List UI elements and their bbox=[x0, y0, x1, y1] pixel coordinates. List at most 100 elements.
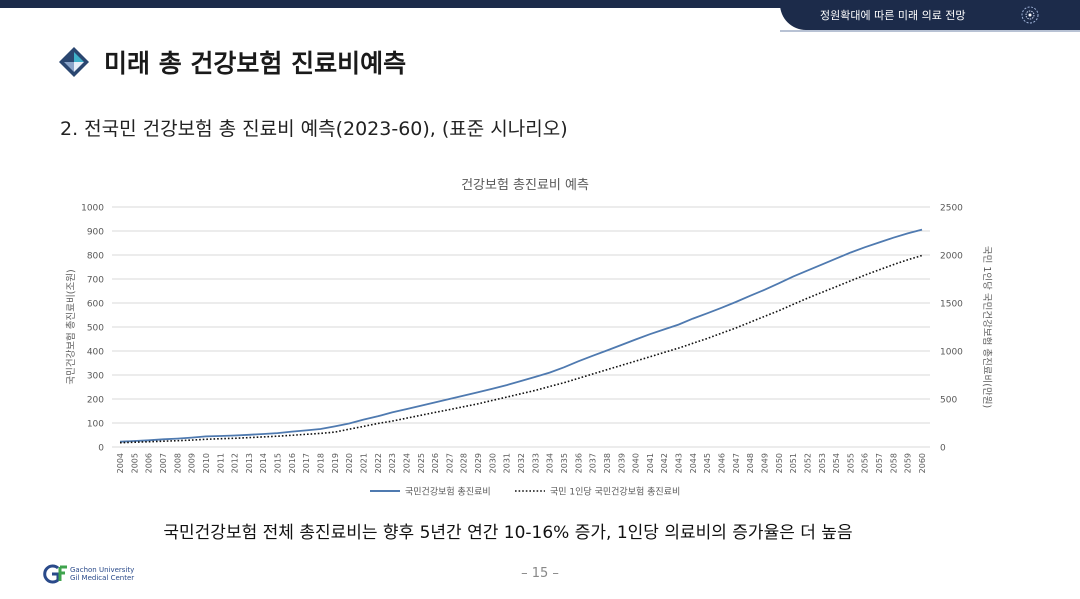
chart-legend: 국민건강보험 총진료비 국민 1인당 국민건강보험 총진료비 bbox=[370, 487, 680, 498]
x-tick-label: 2027 bbox=[445, 453, 454, 473]
left-tick-label: 700 bbox=[87, 276, 104, 286]
x-tick-label: 2011 bbox=[216, 453, 225, 473]
footer-note: 국민건강보험 전체 총진료비는 향후 5년간 연간 10-16% 증가, 1인당… bbox=[163, 523, 853, 543]
x-tick-label: 2046 bbox=[718, 453, 727, 473]
x-tick-label: 2043 bbox=[675, 453, 684, 473]
left-tick-label: 100 bbox=[87, 420, 104, 430]
left-tick-label: 800 bbox=[87, 252, 104, 262]
left-axis-label: 국민건강보험 총진료비(조원) bbox=[66, 269, 77, 384]
x-tick-label: 2006 bbox=[145, 453, 154, 473]
x-tick-label: 2048 bbox=[746, 453, 755, 473]
x-tick-label: 2015 bbox=[274, 453, 283, 473]
right-axis-label: 국민 1인당 국민건강보험 총진료비(만원) bbox=[981, 246, 992, 408]
series-line-per-capita bbox=[119, 254, 923, 444]
left-tick-label: 0 bbox=[98, 444, 104, 454]
x-tick-label: 2034 bbox=[546, 453, 555, 473]
x-tick-label: 2020 bbox=[345, 453, 354, 473]
x-tick-label: 2025 bbox=[417, 453, 426, 473]
legend-label-total: 국민건강보험 총진료비 bbox=[405, 487, 491, 498]
x-tick-label: 2044 bbox=[689, 453, 698, 473]
x-tick-label: 2041 bbox=[646, 453, 655, 473]
right-tick-label: 2500 bbox=[940, 204, 963, 214]
right-tick-label: 0 bbox=[940, 444, 946, 454]
x-tick-label: 2019 bbox=[331, 453, 340, 473]
page-number: – 15 – bbox=[521, 566, 559, 581]
x-tick-label: 2045 bbox=[703, 453, 712, 473]
x-tick-label: 2047 bbox=[732, 453, 741, 473]
x-tick-label: 2060 bbox=[918, 453, 927, 473]
x-tick-label: 2018 bbox=[317, 453, 326, 473]
header-tab: 정원확대에 따른 미래 의료 전망 bbox=[780, 0, 1080, 30]
health-insurance-chart: 건강보험 총진료비 예측 0 100 200 300 400 500 600 700 800 90… bbox=[66, 178, 992, 498]
x-tick-label: 2049 bbox=[760, 453, 769, 473]
x-tick-label: 2014 bbox=[259, 453, 268, 473]
x-tick-label: 2013 bbox=[245, 453, 254, 473]
chart-title: 건강보험 총진료비 예측 bbox=[461, 178, 589, 193]
left-tick-label: 1000 bbox=[81, 204, 104, 214]
chart-grid bbox=[112, 206, 930, 448]
right-tick-label: 500 bbox=[940, 396, 957, 406]
top-bar bbox=[0, 0, 1080, 8]
legend-label-per-capita: 국민 1인당 국민건강보험 총진료비 bbox=[550, 487, 680, 498]
x-tick-label: 2037 bbox=[589, 453, 598, 473]
x-tick-label: 2022 bbox=[374, 453, 383, 473]
x-tick-label: 2057 bbox=[875, 453, 884, 473]
brand-line-1: Gachon University bbox=[70, 566, 135, 574]
brand-line-2: Gil Medical Center bbox=[70, 574, 135, 582]
x-tick-label: 2040 bbox=[632, 453, 641, 473]
x-tick-label: 2016 bbox=[288, 453, 297, 473]
x-tick-label: 2042 bbox=[660, 453, 669, 473]
x-tick-label: 2051 bbox=[789, 453, 798, 473]
series-line-total bbox=[119, 228, 923, 443]
x-tick-label: 2004 bbox=[116, 453, 125, 473]
x-tick-label: 2032 bbox=[517, 453, 526, 473]
x-tick-label: 2012 bbox=[231, 453, 240, 473]
left-tick-label: 200 bbox=[87, 396, 104, 406]
x-tick-label: 2056 bbox=[861, 453, 870, 473]
x-tick-label: 2059 bbox=[904, 453, 913, 473]
x-tick-label: 2033 bbox=[531, 453, 540, 473]
x-tick-label: 2054 bbox=[832, 453, 841, 473]
x-tick-label: 2017 bbox=[302, 453, 311, 473]
x-tick-label: 2021 bbox=[359, 453, 368, 473]
left-tick-label: 400 bbox=[87, 348, 104, 358]
x-tick-label: 2053 bbox=[818, 453, 827, 473]
header-tab-underline bbox=[780, 30, 1080, 32]
page-title: 미래 총 건강보험 진료비예측 bbox=[104, 49, 407, 78]
left-tick-label: 300 bbox=[87, 372, 104, 382]
x-tick-label: 2055 bbox=[846, 453, 855, 473]
x-tick-label: 2026 bbox=[431, 453, 440, 473]
right-axis-ticks: 0 500 1000 1500 2000 2500 bbox=[940, 204, 963, 454]
right-tick-label: 2000 bbox=[940, 252, 963, 262]
header-tab-text: 정원확대에 따른 미래 의료 전망 bbox=[820, 9, 966, 22]
x-tick-label: 2007 bbox=[159, 453, 168, 473]
x-tick-label: 2023 bbox=[388, 453, 397, 473]
left-axis-ticks: 0 100 200 300 400 500 600 700 800 900 1000 bbox=[81, 204, 104, 454]
x-tick-label: 2035 bbox=[560, 453, 569, 473]
x-tick-label: 2039 bbox=[617, 453, 626, 473]
x-tick-label: 2030 bbox=[488, 453, 497, 473]
brand-text: Gachon University Gil Medical Center bbox=[70, 566, 134, 582]
x-tick-label: 2029 bbox=[474, 453, 483, 473]
left-tick-label: 600 bbox=[87, 300, 104, 310]
x-tick-label: 2010 bbox=[202, 453, 211, 473]
right-tick-label: 1000 bbox=[940, 348, 963, 358]
x-tick-label: 2024 bbox=[402, 453, 411, 473]
x-tick-label: 2038 bbox=[603, 453, 612, 473]
right-tick-label: 1500 bbox=[940, 300, 963, 310]
network-globe-icon bbox=[1021, 6, 1039, 24]
gachon-logo-icon bbox=[43, 564, 67, 584]
x-tick-label: 2008 bbox=[173, 453, 182, 473]
cube-logo-icon bbox=[59, 47, 89, 77]
x-tick-label: 2050 bbox=[775, 453, 784, 473]
x-tick-label: 2028 bbox=[460, 453, 469, 473]
x-tick-label: 2005 bbox=[130, 453, 139, 473]
x-tick-label: 2031 bbox=[503, 453, 512, 473]
x-axis-ticks: 2004 2005 2006 2007 2008 2009 2010 2011 2012 2013… bbox=[116, 453, 927, 473]
left-tick-label: 900 bbox=[87, 228, 104, 238]
x-tick-label: 2036 bbox=[574, 453, 583, 473]
x-tick-label: 2058 bbox=[889, 453, 898, 473]
page-subtitle: 2. 전국민 건강보험 총 진료비 예측(2023-60), (표준 시나리오) bbox=[60, 118, 568, 140]
left-tick-label: 500 bbox=[87, 324, 104, 334]
x-tick-label: 2052 bbox=[803, 453, 812, 473]
